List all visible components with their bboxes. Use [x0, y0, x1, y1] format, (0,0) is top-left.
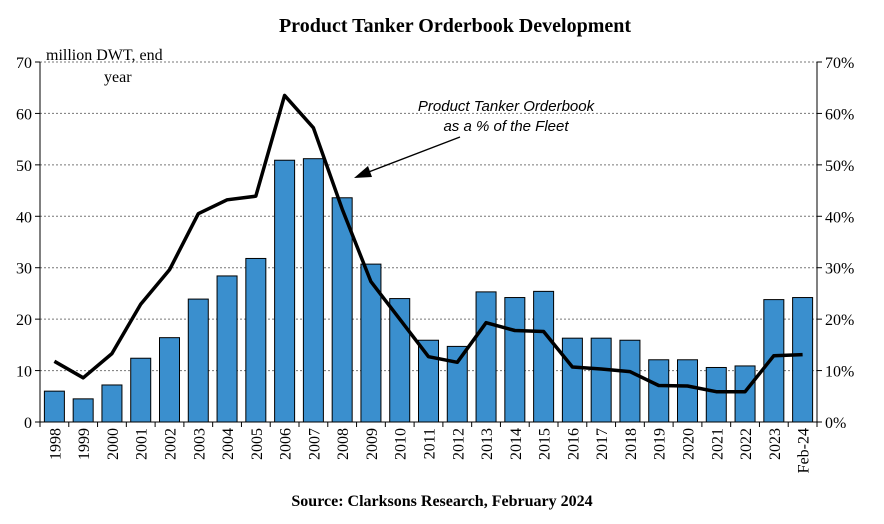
x-tick-label: 2008 — [335, 428, 352, 460]
x-axis-ticks: 1998 1999 2000 2001 2002 2003 2004 2005 2006 2007… — [39, 422, 818, 473]
x-tick-label: 2005 — [249, 428, 266, 460]
bar — [72, 398, 94, 423]
x-tick-label: 2011 — [422, 428, 439, 459]
x-tick-label: 1999 — [76, 428, 93, 460]
bar — [43, 390, 65, 423]
x-tick-label: 2001 — [134, 428, 151, 460]
left-tick-label: 0 — [24, 415, 32, 432]
axes — [39, 62, 818, 423]
right-tick-label: 40% — [825, 209, 854, 226]
x-tick-label: 2014 — [508, 428, 525, 460]
x-tick-label: 2007 — [306, 428, 323, 460]
x-tick-label: Feb-24 — [796, 428, 813, 473]
right-tick-label: 30% — [825, 261, 854, 278]
bar — [705, 366, 727, 423]
source-note: Source: Clarksons Research, February 202… — [291, 493, 592, 510]
gridlines — [40, 61, 817, 372]
left-tick-label: 10 — [16, 364, 32, 381]
bar — [792, 297, 814, 423]
x-tick-label: 2015 — [537, 428, 554, 460]
bar — [216, 275, 238, 423]
bar — [619, 339, 641, 423]
right-axis-ticks: 0% 10% 20% 30% 40% 50% 60% 70% — [817, 55, 854, 432]
bar — [130, 357, 152, 423]
bar — [734, 365, 756, 423]
bar — [763, 299, 785, 423]
left-tick-label: 50 — [16, 158, 32, 175]
bar — [274, 159, 296, 423]
x-tick-label: 2012 — [450, 428, 467, 460]
right-tick-label: 50% — [825, 158, 854, 175]
bar — [418, 339, 439, 423]
annotation-line2: as a % of the Fleet — [443, 118, 569, 135]
orderbook-percent-line — [53, 93, 803, 394]
bar — [677, 359, 698, 423]
annotation-arrow — [354, 136, 461, 178]
right-tick-label: 20% — [825, 312, 854, 329]
left-tick-label: 70 — [16, 55, 32, 72]
left-tick-label: 60 — [16, 106, 32, 123]
right-tick-label: 70% — [825, 55, 854, 72]
x-tick-label: 2000 — [105, 428, 122, 460]
x-tick-label: 2013 — [479, 428, 496, 460]
bar — [446, 345, 468, 423]
bar — [159, 337, 180, 423]
x-tick-label: 2010 — [393, 428, 410, 460]
bar — [475, 291, 497, 423]
y-axis-label-line1: million DWT, end — [46, 47, 163, 64]
bar — [302, 158, 324, 423]
x-tick-label: 2021 — [709, 428, 726, 460]
bar-series — [43, 158, 814, 423]
bar — [245, 257, 267, 423]
left-tick-label: 20 — [16, 312, 32, 329]
bar — [590, 337, 612, 423]
x-tick-label: 2017 — [594, 428, 611, 460]
chart-title: Product Tanker Orderbook Development — [279, 15, 631, 37]
bar — [360, 263, 382, 423]
bar — [533, 290, 555, 423]
left-tick-label: 40 — [16, 209, 32, 226]
x-tick-label: 2004 — [220, 428, 237, 460]
right-tick-label: 0% — [825, 415, 846, 432]
x-tick-label: 2016 — [565, 428, 582, 460]
left-tick-label: 30 — [16, 261, 32, 278]
right-tick-label: 60% — [825, 106, 854, 123]
x-tick-label: 2002 — [163, 428, 180, 460]
x-tick-label: 2020 — [681, 428, 698, 460]
bar — [187, 298, 209, 423]
x-tick-label: 1998 — [47, 428, 64, 460]
bar — [101, 384, 123, 423]
x-tick-label: 2023 — [767, 428, 784, 460]
bar — [561, 337, 583, 423]
bar — [504, 297, 526, 423]
y-axis-label-line2: year — [104, 69, 132, 86]
x-tick-label: 2018 — [623, 428, 640, 460]
x-tick-label: 2003 — [191, 428, 208, 460]
x-tick-label: 2009 — [364, 428, 381, 460]
x-tick-label: 2019 — [652, 428, 669, 460]
x-tick-label: 2006 — [278, 428, 295, 460]
x-tick-label: 2022 — [738, 428, 755, 460]
annotation-line1: Product Tanker Orderbook — [418, 98, 596, 115]
right-tick-label: 10% — [825, 364, 854, 381]
left-axis-ticks: 0 10 20 30 40 50 60 70 — [16, 55, 40, 432]
bar — [648, 359, 670, 423]
